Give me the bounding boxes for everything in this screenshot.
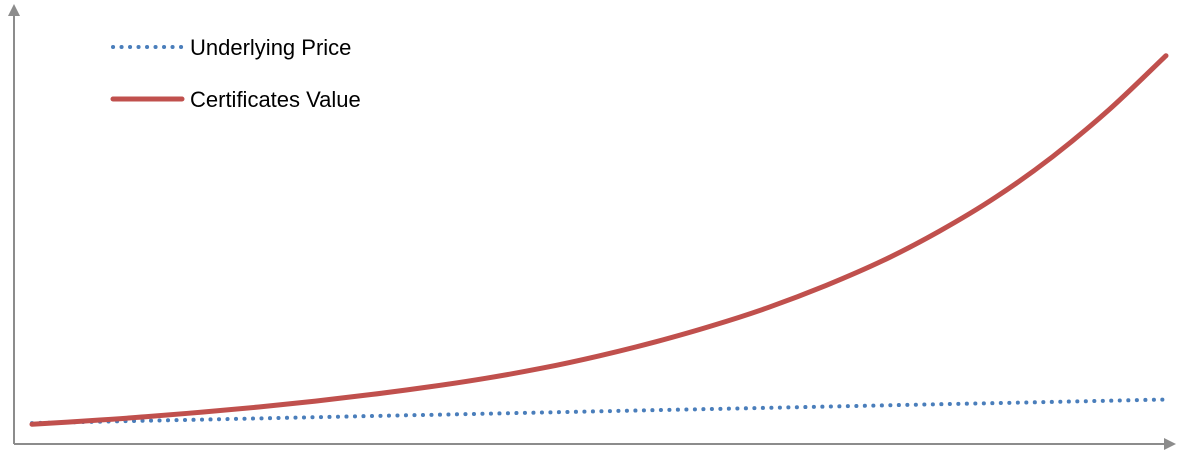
series-line-underlying-price (30, 397, 1168, 426)
legend-item-certificates-value: Certificates Value (110, 87, 361, 112)
legend-label-underlying-price: Underlying Price (190, 35, 351, 60)
legend: Underlying Price Certificates Value (110, 35, 361, 112)
x-axis-arrow-icon (1164, 438, 1176, 450)
legend-label-certificates-value: Certificates Value (190, 87, 361, 112)
y-axis-arrow-icon (8, 4, 20, 16)
series-layer (29, 53, 1169, 427)
axes (8, 4, 1176, 450)
series-line-certificates-value (29, 53, 1169, 427)
legend-item-underlying-price: Underlying Price (111, 35, 351, 60)
